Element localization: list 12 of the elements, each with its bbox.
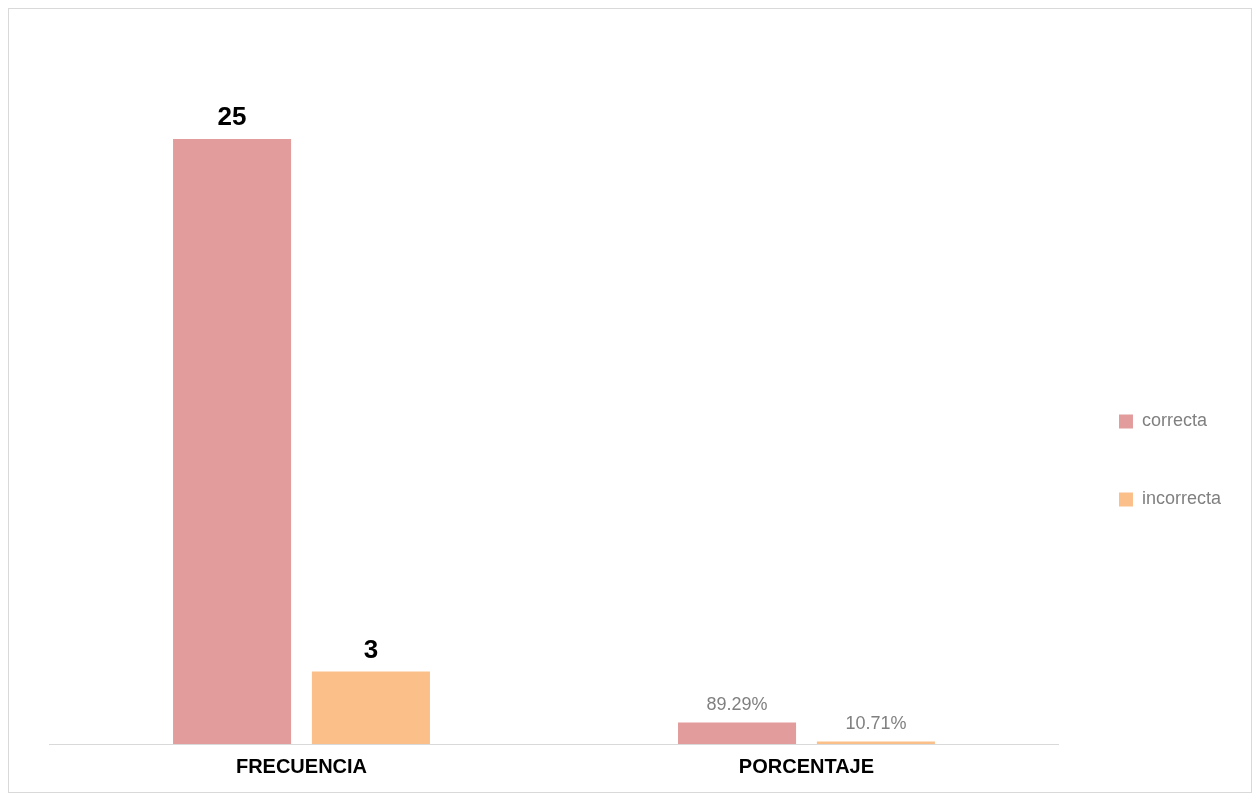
x-tick-label: PORCENTAJE [738,754,875,777]
bar [678,722,797,744]
bar [311,671,430,744]
bar [816,741,935,744]
data-label: 3 [363,633,379,664]
legend-label: correcta [1141,410,1208,431]
x-tick-label: FRECUENCIA [235,754,368,777]
bar [173,139,292,744]
data-label: 10.71% [845,713,907,734]
data-label: 25 [217,101,247,132]
data-label: 89.29% [706,694,768,715]
legend-label: incorrecta [1141,488,1222,509]
